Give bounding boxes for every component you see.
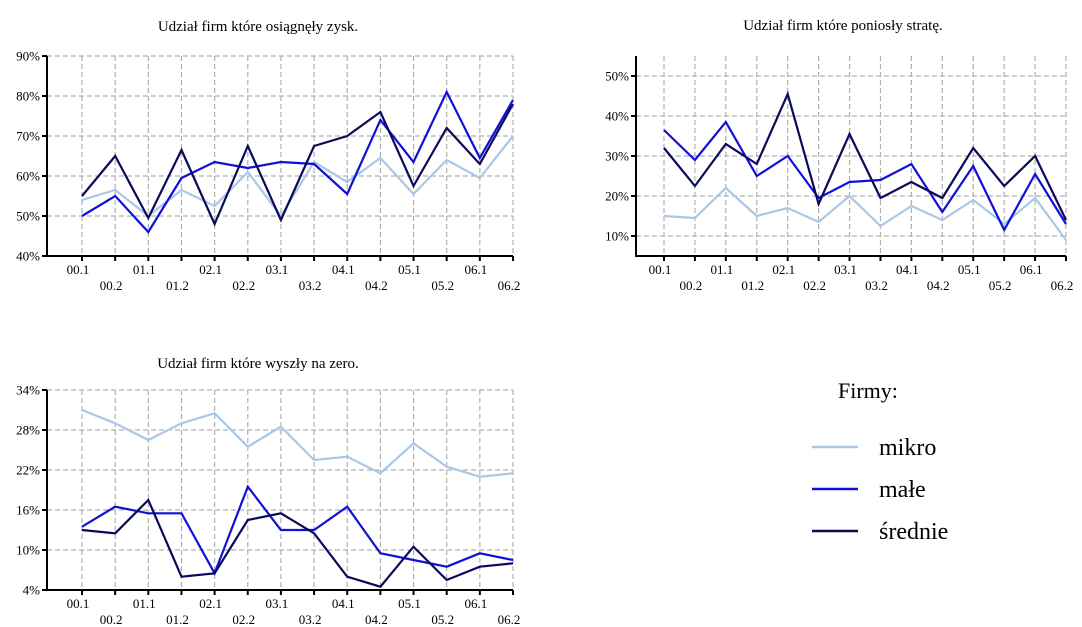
x-tick-label: 00.1 [649, 262, 672, 277]
x-tick-label: 05.1 [398, 596, 421, 611]
x-tick-label: 04.1 [332, 262, 355, 277]
y-tick-label: 34% [16, 383, 40, 398]
x-tick-label: 06.1 [464, 262, 487, 277]
x-tick-label: 01.2 [741, 278, 764, 293]
x-tick-label: 00.1 [67, 262, 90, 277]
x-tick-label: 00.2 [680, 278, 703, 293]
x-tick-label: 03.1 [266, 596, 289, 611]
series-line-mikro [81, 408, 514, 478]
x-tick-label: 00.2 [100, 612, 123, 627]
x-tick-label: 04.2 [365, 278, 388, 293]
x-tick-label: 02.1 [772, 262, 795, 277]
x-tick-label: 04.1 [896, 262, 919, 277]
chart-title: Udział firm które osiągnęły zysk. [158, 19, 358, 35]
x-tick-label: 04.1 [332, 596, 355, 611]
x-tick-label: 01.2 [166, 278, 189, 293]
x-tick-label: 02.2 [232, 612, 255, 627]
x-tick-label: 03.1 [266, 262, 289, 277]
y-tick-label: 90% [16, 49, 40, 64]
x-tick-label: 05.2 [431, 612, 454, 627]
y-tick-label: 50% [16, 209, 40, 224]
x-tick-label: 02.1 [199, 262, 222, 277]
chart-title: Udział firm które poniosły stratę. [743, 18, 943, 34]
series-line-mikro [81, 135, 514, 218]
legend-label-srednie: średnie [879, 519, 948, 545]
series-line-male [663, 120, 1067, 233]
y-tick-label: 70% [16, 129, 40, 144]
x-tick-label: 02.2 [803, 278, 826, 293]
x-tick-label: 05.2 [431, 278, 454, 293]
x-tick-label: 03.2 [299, 612, 322, 627]
y-tick-label: 40% [16, 249, 40, 264]
x-tick-label: 06.2 [1051, 278, 1074, 293]
chart-profit: Udział firm które osiągnęły zysk. 40% 50% 6… [16, 19, 520, 293]
x-tick-label: 06.1 [464, 596, 487, 611]
y-tick-label: 50% [605, 69, 629, 84]
series-line-male [81, 484, 514, 576]
y-tick-label: 16% [16, 503, 40, 518]
chart-title: Udział firm które wyszły na zero. [157, 356, 359, 372]
y-tick-label: 4% [23, 583, 41, 598]
x-tick-label: 06.1 [1020, 262, 1043, 277]
legend-label-male: małe [879, 477, 926, 503]
x-tick-label: 06.2 [498, 612, 521, 627]
series-line-srednie [81, 498, 514, 588]
x-tick-label: 04.2 [927, 278, 950, 293]
legend-title: Firmy: [838, 378, 898, 403]
series-line-male [81, 89, 514, 234]
y-tick-label: 22% [16, 463, 40, 478]
x-tick-label: 04.2 [365, 612, 388, 627]
x-tick-label: 06.2 [498, 278, 521, 293]
y-tick-label: 60% [16, 169, 40, 184]
legend-label-mikro: mikro [879, 435, 936, 461]
y-tick-label: 40% [605, 109, 629, 124]
y-tick-label: 30% [605, 149, 629, 164]
y-tick-label: 10% [16, 543, 40, 558]
series-line-srednie [81, 103, 514, 227]
x-tick-label: 05.1 [958, 262, 981, 277]
x-tick-label: 01.1 [710, 262, 733, 277]
x-tick-label: 03.2 [299, 278, 322, 293]
x-tick-label: 05.2 [989, 278, 1012, 293]
x-tick-label: 03.1 [834, 262, 857, 277]
chart-loss: Udział firm które poniosły stratę. 10% 20%… [605, 18, 1073, 293]
legend: Firmy: mikro małe średnie [812, 378, 948, 545]
x-tick-label: 05.1 [398, 262, 421, 277]
x-tick-label: 01.1 [133, 596, 156, 611]
x-tick-label: 02.1 [199, 596, 222, 611]
x-tick-label: 00.1 [67, 596, 90, 611]
x-tick-label: 01.2 [166, 612, 189, 627]
y-tick-label: 20% [605, 189, 629, 204]
y-tick-label: 28% [16, 423, 40, 438]
y-tick-label: 80% [16, 89, 40, 104]
x-tick-label: 01.1 [133, 262, 156, 277]
y-tick-label: 10% [605, 229, 629, 244]
series-line-srednie [663, 90, 1067, 221]
x-tick-label: 02.2 [232, 278, 255, 293]
x-tick-label: 03.2 [865, 278, 888, 293]
chart-breakeven: Udział firm które wyszły na zero. 4% 10% 16… [16, 356, 520, 627]
x-tick-label: 00.2 [100, 278, 123, 293]
